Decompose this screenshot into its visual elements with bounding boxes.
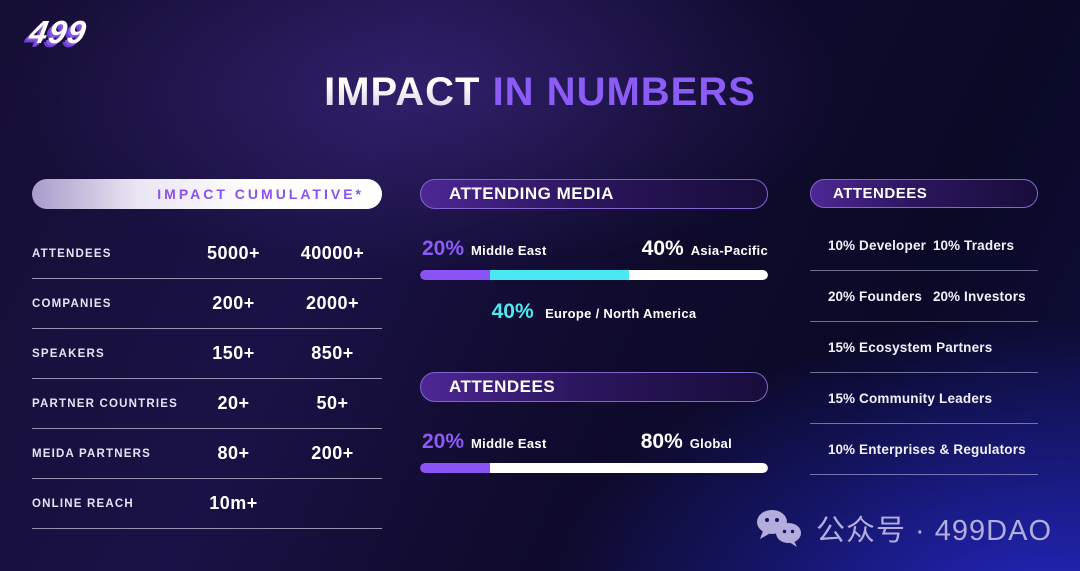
row-label: MEIDA PARTNERS [32, 447, 152, 460]
row-label: ONLINE REACH [32, 497, 134, 510]
logo-499: 499 [26, 14, 90, 50]
row-label: SPEAKERS [32, 347, 105, 360]
attendees-split-panel: ATTENDEES 20% Middle East 80% Global [420, 372, 768, 473]
row-value-2: 40000+ [300, 243, 365, 263]
breakdown-cell: 15% Ecosystem Partners [828, 340, 992, 355]
cell-label: Community Leaders [859, 390, 993, 406]
table-row: ATTENDEES 5000+ 40000+ [32, 229, 382, 279]
breakdown-cell: 20% Investors [933, 289, 1038, 304]
bar-segment-middle-east [420, 270, 490, 280]
breakdown-cell: 10% Enterprises & Regulators [828, 442, 1026, 457]
attendees-breakdown-panel: ATTENDEES 10% Developer 10% Traders 20% … [810, 179, 1038, 475]
stat-percent: 40% [491, 300, 534, 323]
row-value-1: 200+ [212, 293, 255, 313]
list-item: 15% Ecosystem Partners [810, 322, 1038, 373]
title-impact: IMPACT [324, 70, 481, 114]
list-item: 20% Founders 20% Investors [810, 271, 1038, 322]
stat-percent: 80% [640, 430, 683, 453]
attendees-breakdown-header: ATTENDEES [810, 179, 1038, 208]
impact-cumulative-panel: IMPACT CUMULATIVE* ATTENDEES 5000+ 40000… [32, 179, 382, 529]
cell-percent: 15% [828, 390, 856, 406]
stat-label: Europe / North America [545, 306, 697, 321]
wechat-watermark: 公众号 · 499DAO [756, 507, 1052, 549]
attendees-split-bar [420, 463, 768, 473]
cell-label: Traders [964, 237, 1015, 253]
row-value-2: 850+ [311, 343, 354, 363]
impact-cumulative-header: IMPACT CUMULATIVE* [32, 179, 382, 209]
breakdown-cell: 10% Developer [828, 238, 933, 253]
row-value-2: 2000+ [305, 293, 360, 313]
cell-label: Enterprises & Regulators [859, 441, 1026, 457]
cell-label: Developer [859, 237, 927, 253]
stat-percent: 20% [422, 430, 465, 453]
bar-segment-asia-pacific [628, 270, 768, 280]
row-value-1: 150+ [212, 343, 255, 363]
list-item: 10% Developer 10% Traders [810, 220, 1038, 271]
list-item: 15% Community Leaders [810, 373, 1038, 424]
row-label: COMPANIES [32, 297, 112, 310]
cell-label: Ecosystem Partners [859, 339, 993, 355]
cell-percent: 20% [933, 288, 961, 304]
stat-europe-north-america: 40% Europe / North America [420, 300, 768, 324]
stat-label: Middle East [471, 243, 547, 258]
stat-label: Global [689, 436, 732, 451]
attending-media-header: ATTENDING MEDIA [420, 179, 768, 209]
bar-segment-middle-east [420, 463, 490, 473]
watermark-text: 公众号 · 499DAO [816, 515, 1052, 547]
attendees-split-header: ATTENDEES [420, 372, 768, 402]
page-title: IMPACT IN NUMBERS [0, 70, 1080, 115]
stat-middle-east: 20% Middle East [422, 430, 547, 454]
title-in-numbers: IN NUMBERS [480, 70, 756, 114]
table-row: COMPANIES 200+ 2000+ [32, 279, 382, 329]
row-label: ATTENDEES [32, 247, 112, 260]
breakdown-cell: 10% Traders [933, 238, 1038, 253]
attending-media-panel: ATTENDING MEDIA 20% Middle East 40% Asia… [420, 179, 768, 324]
stat-percent: 20% [422, 237, 465, 260]
row-value-2: 50+ [316, 393, 349, 413]
bar-segment-europe-north-america [489, 270, 629, 280]
wechat-icon [756, 509, 802, 547]
row-value-1: 10m+ [209, 493, 258, 513]
table-row: MEIDA PARTNERS 80+ 200+ [32, 429, 382, 479]
stat-percent: 40% [641, 237, 684, 260]
cell-percent: 20% [828, 288, 856, 304]
cell-percent: 10% [828, 237, 856, 253]
row-value-1: 20+ [217, 393, 250, 413]
table-row: ONLINE REACH 10m+ [32, 479, 382, 529]
attendees-breakdown-list: 10% Developer 10% Traders 20% Founders 2… [810, 220, 1038, 475]
stat-label: Middle East [471, 436, 547, 451]
cell-percent: 10% [933, 237, 961, 253]
list-item: 10% Enterprises & Regulators [810, 424, 1038, 475]
bar-segment-global [489, 463, 768, 473]
breakdown-cell: 20% Founders [828, 289, 933, 304]
stat-middle-east: 20% Middle East [422, 237, 547, 261]
row-label: PARTNER COUNTRIES [32, 397, 179, 410]
attending-media-stats: 20% Middle East 40% Asia-Pacific [420, 237, 768, 261]
stat-label: Asia-Pacific [690, 243, 768, 258]
row-value-2: 200+ [311, 443, 354, 463]
cell-percent: 10% [828, 441, 856, 457]
row-value-1: 80+ [217, 443, 250, 463]
stat-global: 80% Global [641, 430, 732, 454]
attending-media-bar [420, 270, 768, 280]
impact-cumulative-table: ATTENDEES 5000+ 40000+ COMPANIES 200+ 20… [32, 229, 382, 529]
attendees-split-stats: 20% Middle East 80% Global [420, 430, 768, 454]
table-row: PARTNER COUNTRIES 20+ 50+ [32, 379, 382, 429]
table-row: SPEAKERS 150+ 850+ [32, 329, 382, 379]
row-value-1: 5000+ [206, 243, 261, 263]
cell-label: Founders [859, 288, 923, 304]
breakdown-cell: 15% Community Leaders [828, 391, 992, 406]
cell-percent: 15% [828, 339, 856, 355]
stat-asia-pacific: 40% Asia-Pacific [642, 237, 768, 261]
cell-label: Investors [964, 288, 1026, 304]
